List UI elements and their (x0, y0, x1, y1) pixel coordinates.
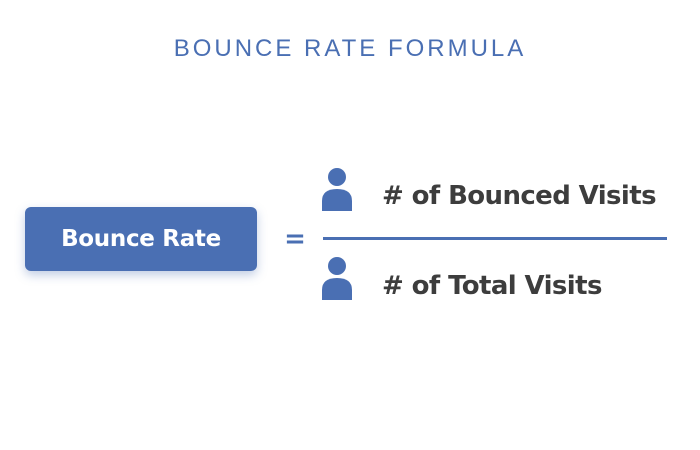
denominator-text: # of Total Visits (382, 271, 602, 301)
bounce-rate-label: Bounce Rate (25, 207, 257, 271)
equals-sign: = (284, 224, 306, 254)
page-title: BOUNCE RATE FORMULA (173, 35, 527, 62)
person-icon (321, 256, 353, 302)
numerator-text: # of Bounced Visits (382, 181, 657, 211)
person-icon (321, 167, 353, 213)
fraction-divider (323, 237, 667, 240)
